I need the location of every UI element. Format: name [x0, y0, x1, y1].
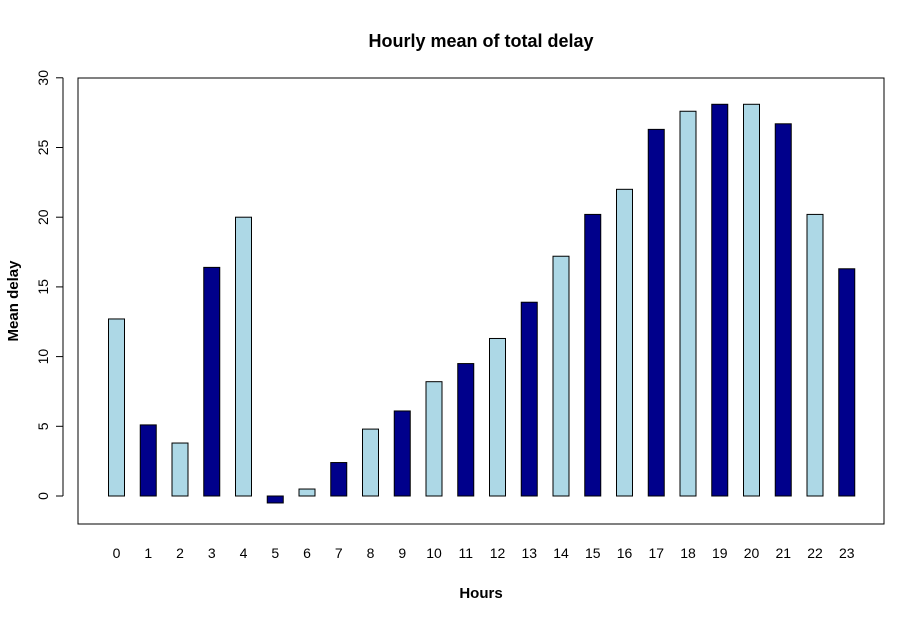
bars-group [108, 103, 856, 504]
bar-hour-19 [711, 103, 729, 497]
x-tick-label: 12 [490, 545, 506, 561]
bar-hour-20 [743, 103, 760, 497]
x-tick-label: 22 [807, 545, 823, 561]
y-tick-label: 10 [35, 349, 51, 365]
x-tick-label: 11 [458, 545, 473, 561]
x-tick-label: 0 [113, 545, 121, 561]
bar-hour-10 [425, 381, 443, 497]
bar-hour-7 [330, 462, 348, 497]
bar-hour-22 [806, 213, 824, 497]
bar-hour-4 [235, 216, 252, 497]
bar-hour-18 [679, 110, 697, 497]
x-tick-label: 6 [303, 545, 311, 561]
y-tick-label: 0 [35, 492, 51, 500]
y-tick-label: 20 [35, 209, 51, 225]
x-tick-label: 15 [585, 545, 601, 561]
bar-hour-0 [108, 318, 125, 497]
bar-hour-14 [552, 255, 570, 497]
bar-hour-9 [393, 410, 411, 497]
x-tick-label: 9 [398, 545, 406, 561]
bar-hour-15 [584, 213, 602, 497]
bar-hour-17 [647, 128, 665, 497]
bar-hour-21 [774, 123, 792, 497]
bar-hour-23 [838, 268, 856, 497]
bar-hour-11 [457, 363, 475, 497]
x-axis-title: Hours [459, 585, 502, 602]
y-tick-label: 25 [35, 140, 51, 156]
x-tick-labels: 0 1 2 3 4 5 6 7 8 9 10 11 12 13 14 15 16 17 18 19 20 21 22 23 [113, 545, 855, 561]
x-tick-label: 10 [426, 545, 442, 561]
x-tick-label: 2 [176, 545, 184, 561]
x-tick-label: 14 [553, 545, 569, 561]
x-tick-label: 19 [712, 545, 728, 561]
bar-hour-2 [171, 442, 189, 497]
y-tick-label: 15 [35, 279, 51, 295]
bar-hour-3 [203, 266, 221, 497]
x-tick-label: 17 [648, 545, 664, 561]
bar-hour-8 [362, 428, 379, 497]
bar-hour-6 [298, 488, 316, 497]
bar-hour-16 [616, 188, 633, 497]
x-tick-label: 21 [775, 545, 791, 561]
y-axis-title: Mean delay [5, 260, 22, 342]
x-tick-label: 4 [240, 545, 248, 561]
bar-hour-12 [489, 337, 506, 497]
x-tick-label: 13 [521, 545, 537, 561]
bar-hour-13 [520, 301, 538, 497]
plot-frame [77, 77, 885, 525]
bar-hour-5 [266, 495, 284, 504]
x-tick-label: 18 [680, 545, 696, 561]
y-tick-label: 30 [35, 70, 51, 86]
x-tick-label: 7 [335, 545, 343, 561]
x-tick-label: 3 [208, 545, 216, 561]
chart-title: Hourly mean of total delay [368, 31, 593, 51]
x-tick-label: 20 [744, 545, 760, 561]
x-tick-label: 16 [617, 545, 633, 561]
y-axis: 0 5 10 15 20 25 30 [35, 70, 64, 500]
bar-hour-1 [139, 424, 157, 497]
x-tick-label: 1 [144, 545, 152, 561]
x-tick-label: 5 [271, 545, 279, 561]
x-tick-label: 8 [367, 545, 375, 561]
y-tick-label: 5 [35, 422, 51, 430]
x-tick-label: 23 [839, 545, 855, 561]
